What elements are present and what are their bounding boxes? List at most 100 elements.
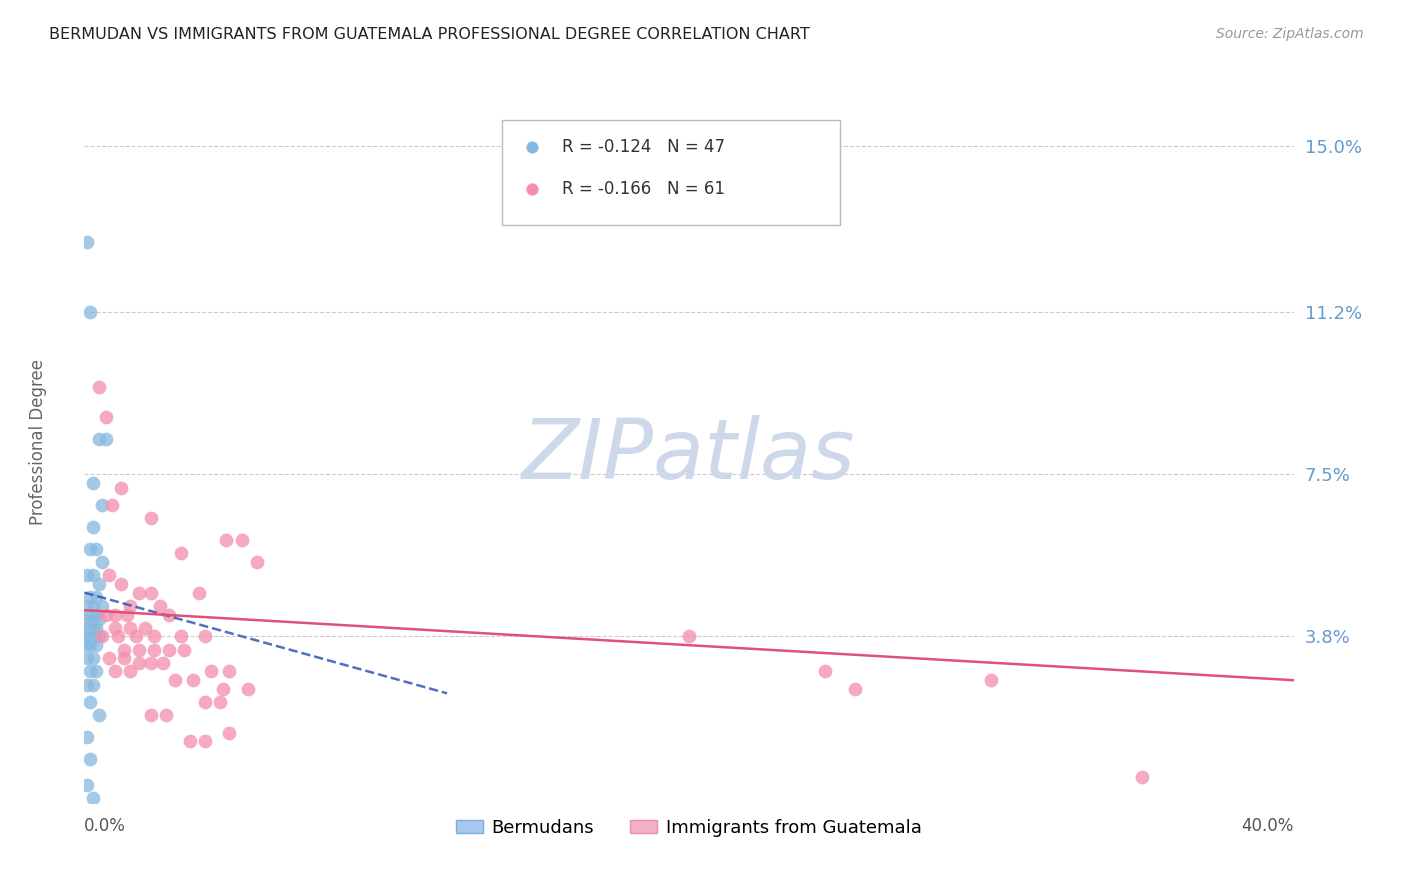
Point (980, 673, 1002, 688)
Point (76, 651, 98, 665)
Point (142, 642, 165, 657)
Point (170, 629, 193, 643)
Point (115, 607, 138, 622)
Point (76, 677, 98, 691)
Point (231, 533, 253, 547)
Point (79, 629, 101, 643)
Text: Source: ZipAtlas.com: Source: ZipAtlas.com (1216, 27, 1364, 41)
Point (218, 665, 240, 679)
Point (76, 568, 98, 582)
Point (200, 665, 222, 679)
Point (79, 695, 101, 709)
Text: R = -0.166   N = 61: R = -0.166 N = 61 (562, 179, 725, 198)
Point (104, 621, 127, 635)
Point (89, 433, 111, 447)
Point (139, 708, 162, 723)
Point (82, 599, 104, 613)
Point (82, 520, 104, 534)
Point (97, 568, 120, 582)
Point (89, 577, 111, 591)
Point (76, 730, 98, 744)
Point (76, 629, 98, 643)
Point (86, 541, 108, 556)
Point (173, 642, 195, 657)
Point (139, 511, 162, 525)
Point (110, 481, 132, 495)
Point (91, 599, 114, 613)
Point (165, 673, 187, 688)
Text: Professional Degree: Professional Degree (30, 359, 48, 524)
Point (79, 752, 101, 766)
Point (194, 629, 217, 643)
Point (97, 651, 120, 665)
Point (212, 681, 235, 696)
Point (128, 585, 150, 599)
Text: ZIPatlas: ZIPatlas (522, 416, 856, 497)
Point (814, 665, 837, 679)
Point (94, 433, 117, 447)
Point (152, 656, 174, 670)
Point (86, 665, 108, 679)
Point (76, 235, 98, 250)
Point (194, 695, 217, 709)
Point (79, 590, 101, 604)
Point (82, 476, 104, 491)
Point (76, 621, 98, 635)
Point (91, 498, 114, 512)
Point (155, 708, 177, 723)
FancyBboxPatch shape (502, 120, 841, 225)
Point (118, 621, 141, 635)
Point (79, 665, 101, 679)
Point (76, 612, 98, 626)
Point (82, 612, 104, 626)
Point (125, 629, 148, 643)
Point (157, 642, 180, 657)
Point (89, 612, 111, 626)
Point (110, 577, 132, 591)
Point (236, 681, 259, 696)
Text: R = -0.124   N = 47: R = -0.124 N = 47 (562, 138, 725, 156)
Point (86, 590, 108, 604)
Point (209, 695, 232, 709)
Point (89, 708, 111, 723)
Point (94, 410, 117, 425)
Legend: Bermudans, Immigrants from Guatemala: Bermudans, Immigrants from Guatemala (449, 812, 929, 845)
Text: 40.0%: 40.0% (1241, 817, 1294, 835)
Point (76, 599, 98, 613)
Point (89, 629, 111, 643)
Point (844, 681, 866, 696)
Point (79, 541, 101, 556)
Point (79, 621, 101, 635)
Point (104, 607, 127, 622)
Point (76, 638, 98, 652)
Point (79, 305, 101, 319)
Text: BERMUDAN VS IMMIGRANTS FROM GUATEMALA PROFESSIONAL DEGREE CORRELATION CHART: BERMUDAN VS IMMIGRANTS FROM GUATEMALA PR… (49, 27, 810, 42)
Point (112, 651, 135, 665)
Point (246, 555, 269, 569)
Point (76, 778, 98, 792)
Point (100, 498, 122, 512)
Point (82, 677, 104, 691)
Point (94, 607, 117, 622)
Point (179, 734, 201, 748)
Point (79, 638, 101, 652)
Point (118, 665, 141, 679)
Point (86, 607, 108, 622)
Point (86, 638, 108, 652)
Point (89, 380, 111, 394)
Point (82, 651, 104, 665)
Point (139, 585, 162, 599)
Point (678, 629, 700, 643)
Point (107, 629, 129, 643)
Point (188, 585, 211, 599)
Point (215, 533, 238, 547)
Point (82, 629, 104, 643)
Point (104, 665, 127, 679)
Point (91, 629, 114, 643)
Point (91, 555, 114, 569)
Point (86, 621, 108, 635)
Point (118, 599, 141, 613)
Point (139, 656, 162, 670)
Point (194, 734, 217, 748)
Point (157, 607, 180, 622)
